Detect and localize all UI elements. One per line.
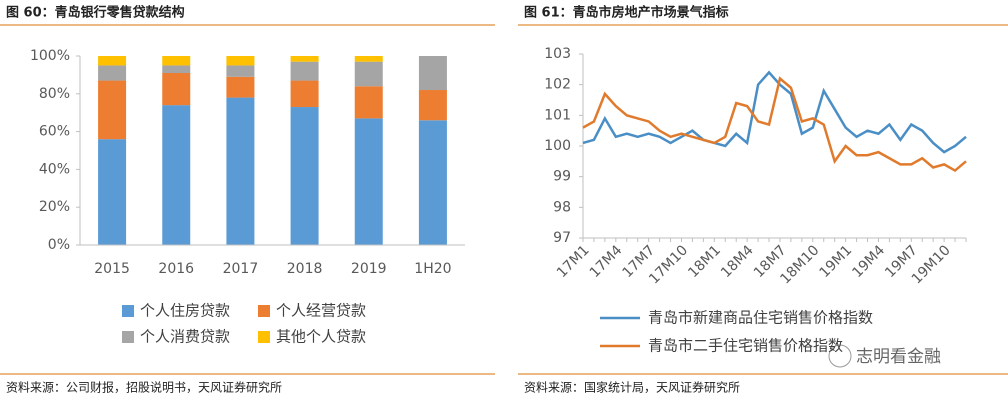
- line-series: [582, 76, 967, 173]
- x-tick-label: 1H20: [414, 261, 451, 277]
- y-tick-label: 0%: [48, 237, 70, 253]
- bar-segment: [162, 105, 191, 245]
- legend-swatch: [258, 331, 270, 343]
- y-tick-label: 101: [544, 107, 571, 123]
- legend-swatch: [122, 305, 134, 317]
- x-tick-label: 2015: [94, 261, 130, 277]
- x-tick-label: 17M4: [587, 242, 626, 281]
- legend-label: 青岛市新建商品住宅销售价格指数: [648, 309, 873, 327]
- bar-segment: [290, 80, 319, 108]
- legend-swatch: [122, 331, 134, 343]
- x-tick-label: 17M1: [554, 242, 593, 281]
- bar-segment: [354, 56, 383, 62]
- bar-segment: [354, 118, 383, 245]
- bar-segment: [98, 65, 127, 81]
- x-tick-label: 2017: [223, 261, 259, 277]
- legend-label: 个人消费贷款: [140, 328, 230, 346]
- x-tick-label: 2019: [351, 261, 387, 277]
- bar-segment: [226, 56, 255, 66]
- source: 资料来源：国家统计局，天风证券研究所: [524, 380, 740, 395]
- bar-segment: [226, 65, 255, 77]
- x-tick-label: 19M1: [817, 242, 856, 281]
- y-tick-label: 80%: [39, 86, 70, 102]
- legend-label: 个人经营贷款: [276, 302, 366, 320]
- bar-segment: [162, 56, 191, 66]
- y-tick-label: 100: [544, 138, 571, 154]
- bar-segment: [98, 56, 127, 66]
- y-tick-label: 99: [553, 169, 571, 185]
- watermark: 志明看金融: [856, 347, 941, 367]
- x-tick-label: 2016: [158, 261, 194, 277]
- y-tick-label: 98: [553, 199, 571, 215]
- bar-segment: [418, 90, 447, 121]
- line-series: [582, 70, 967, 154]
- legend-label: 个人住房贷款: [140, 302, 230, 320]
- chart-title: 图 60：青岛银行零售贷款结构: [6, 5, 185, 21]
- bar-segment: [98, 139, 127, 245]
- watermark-icon: [828, 344, 852, 368]
- bar-segment: [418, 56, 447, 91]
- bar-segment: [290, 107, 319, 245]
- y-tick-label: 102: [544, 77, 571, 93]
- y-tick-label: 97: [553, 230, 571, 246]
- bar-segment: [290, 56, 319, 62]
- source: 资料来源：公司财报，招股说明书，天风证券研究所: [6, 380, 282, 395]
- bar-segment: [226, 76, 255, 98]
- y-tick-label: 100%: [30, 48, 70, 64]
- legend-swatch: [258, 305, 270, 317]
- bar-segment: [162, 73, 191, 106]
- bar-segment: [162, 65, 191, 74]
- x-tick-label: 18M1: [685, 242, 724, 281]
- x-tick-label: 19M4: [849, 242, 888, 281]
- chart-title: 图 61：青岛市房地产市场景气指标: [524, 5, 729, 21]
- bar-segment: [290, 61, 319, 81]
- y-tick-label: 20%: [39, 199, 70, 215]
- y-tick-label: 103: [544, 46, 571, 62]
- x-tick-label: 18M4: [718, 242, 757, 281]
- y-tick-label: 60%: [39, 124, 70, 140]
- legend-label: 青岛市二手住宅销售价格指数: [648, 337, 843, 355]
- legend-label: 其他个人贷款: [276, 328, 366, 346]
- bar-segment: [98, 80, 127, 140]
- bar-segment: [418, 120, 447, 245]
- y-tick-label: 40%: [39, 161, 70, 177]
- bar-segment: [226, 97, 255, 245]
- x-tick-label: 2018: [287, 261, 323, 277]
- bar-segment: [354, 86, 383, 119]
- bar-segment: [354, 61, 383, 87]
